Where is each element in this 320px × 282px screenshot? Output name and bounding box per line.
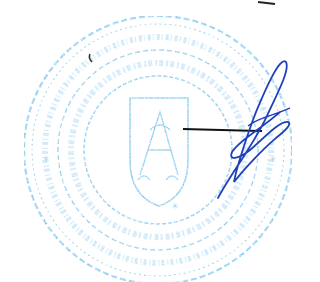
stamp-scan: * * * [0, 0, 299, 282]
seal-star: * [172, 201, 178, 215]
seal-star: * [43, 154, 49, 168]
page: {} * * * [0, 0, 299, 282]
seal-star: * [270, 154, 276, 168]
